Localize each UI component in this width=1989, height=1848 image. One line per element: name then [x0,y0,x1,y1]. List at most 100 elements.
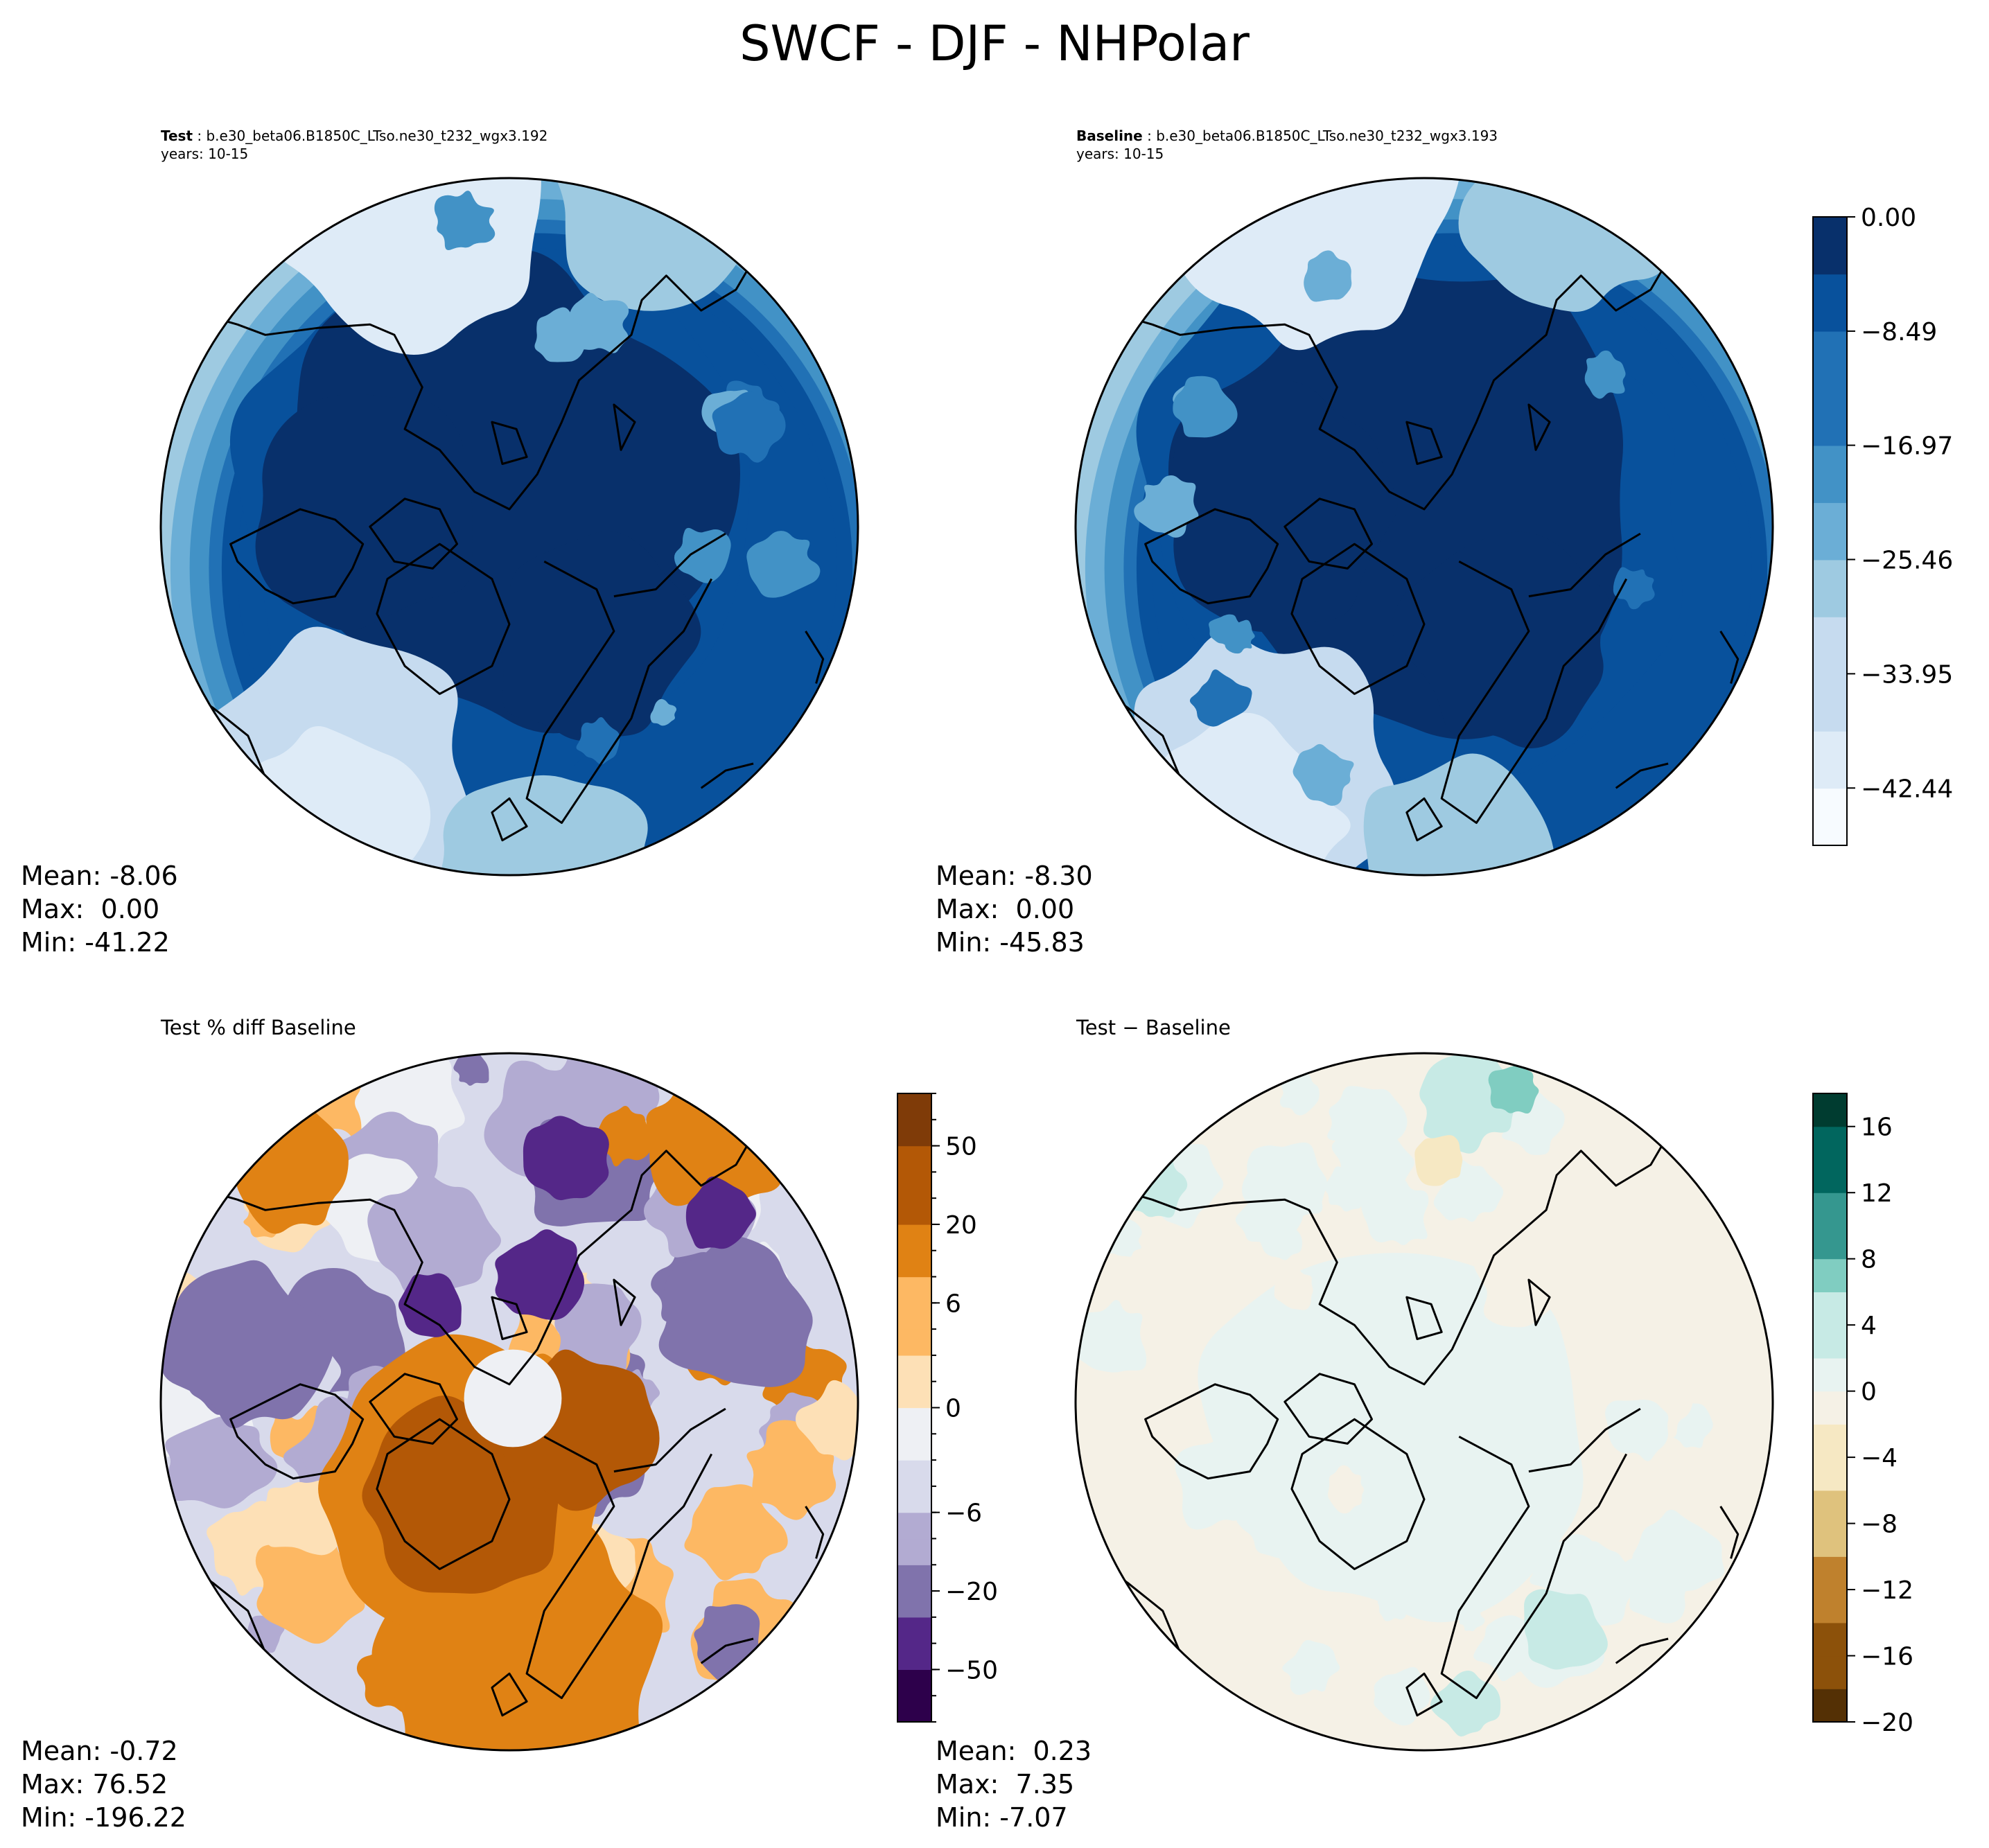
diff-colorbar-segment [1813,1490,1847,1524]
baseline-colorbar-segment [1813,217,1847,275]
baseline-colorbar-tick-label: −25.46 [1861,546,1953,574]
diff-patch [1530,1533,1599,1600]
pctdiff-patch [595,1106,654,1167]
baseline-colorbar-segment [1813,731,1847,789]
pctdiff-colorbar-segment [897,1276,931,1303]
coastline-outline [1290,543,1426,695]
pctdiff-colorbar-segment [897,1486,931,1513]
diff-panel-title: Test − Baseline [1076,1016,1231,1039]
diff-colorbar-segment [1813,1457,1847,1491]
diff-patch [1235,1188,1304,1251]
diff-min: Min: -7.07 [936,1802,1068,1833]
diff-colorbar: 16 12 8 4 0 −4 −8 −12 −16 −20 [1812,1093,1913,1737]
coastline-outline [369,1373,458,1445]
coastline-outline [525,1435,713,1700]
pctdiff-colorbar-segment [897,1303,931,1330]
test-circular-map-boundary [159,177,859,877]
baseline-colorbar-tick-label: 0.00 [1861,204,1916,232]
diff-colorbar-tick-label: −4 [1861,1444,1898,1472]
coastline-outline [1283,1373,1373,1445]
test-map [161,178,858,875]
pctdiff-panel-title: Test % diff Baseline [161,1016,356,1039]
figure-title: SWCF - DJF - NHPolar [739,15,1250,72]
baseline-colorbar-segment [1813,274,1847,332]
baseline-colorbar-segment [1813,331,1847,389]
pctdiff-colorbar-segment [897,1198,931,1225]
diff-mean: Mean: 0.23 [936,1736,1092,1766]
coastline-outline [1405,1296,1443,1340]
diff-colorbar-segment [1813,1225,1847,1260]
baseline-colorbar-frame [1812,216,1848,846]
diff-patch [1605,1400,1669,1461]
baseline-min: Min: -45.83 [936,927,1085,958]
diff-colorbar-segment [1813,1193,1847,1226]
diff-colorbar-tick-label: −16 [1861,1643,1913,1671]
coastline-outline [1527,1278,1551,1326]
pctdiff-colorbar: 50 20 6 0 −6 −20 −50 [897,1093,998,1723]
pctdiff-colorbar-segment [897,1172,931,1199]
pctdiff-colorbar-tick-label: −50 [945,1656,998,1684]
coastline-outline [491,421,528,465]
diff-colorbar-tick-label: 8 [1861,1246,1877,1274]
pctdiff-patch [453,1053,489,1086]
test-case-name: : b.e30_beta06.B1850C_LTso.ne30_t232_wgx… [193,127,548,144]
pctdiff-colorbar-tick-label: −20 [945,1578,998,1606]
baseline-colorbar-tick-label: −8.49 [1861,318,1937,346]
test-label: Test [161,127,193,144]
pctdiff-polar-void [464,1349,562,1447]
baseline-patch [1304,250,1352,302]
coastline-outline [1719,631,1740,684]
pctdiff-colorbar-segment [897,1512,931,1540]
baseline-north-light [1166,178,1462,351]
pctdiff-arctic-cool-2 [398,1273,462,1337]
pctdiff-colorbar-segment [897,1381,931,1409]
test-patch [712,391,786,463]
diff-colorbar-segment [1813,1590,1847,1623]
baseline-colorbar-segment [1813,559,1847,617]
pctdiff-east-cool [658,1235,813,1387]
diff-patch [1279,1073,1320,1116]
test-patch [650,698,677,726]
pctdiff-colorbar-tick-label: 20 [945,1211,977,1240]
diff-patch [1377,1594,1406,1621]
pctdiff-colorbar-tick-label: −6 [945,1499,982,1528]
coastline-outline [1440,1435,1628,1700]
baseline-patch [1293,743,1354,806]
baseline-case-name: : b.e30_beta06.B1850C_LTso.ne30_t232_wgx… [1142,127,1498,144]
test-stats: Mean: -8.06 Max: 0.00 Min: -41.22 [21,859,178,959]
diff-patch [1158,1593,1208,1637]
pctdiff-north-cool [523,1116,609,1201]
pctdiff-colorbar-segment [897,1696,931,1723]
baseline-years: years: 10-15 [1076,146,1164,162]
baseline-circular-map-boundary [1074,177,1774,877]
test-mean: Mean: -8.06 [21,861,178,891]
pctdiff-colorbar-segment [897,1565,931,1592]
pctdiff-stats: Mean: -0.72 Max: 76.52 Min: -196.22 [21,1734,186,1834]
test-patch [434,191,496,251]
diff-colorbar-segment [1813,1689,1847,1723]
pctdiff-min: Min: -196.22 [21,1802,186,1833]
diff-patch [1619,1542,1690,1623]
baseline-colorbar-segment [1813,445,1847,503]
pctdiff-patch [684,1484,788,1581]
coastline-outline [376,543,511,695]
diff-colorbar-segment [1813,1357,1847,1392]
coastline-outline [491,1672,528,1717]
pctdiff-colorbar-segment [897,1591,931,1618]
baseline-colorbar-segment [1813,388,1847,446]
diff-colorbar-segment [1813,1093,1847,1127]
baseline-patch [1613,567,1655,610]
diff-south-teal [1524,1589,1608,1670]
diff-colorbar-segment [1813,1523,1847,1557]
diff-colorbar-segment [1813,1424,1847,1458]
baseline-patch [1173,376,1238,438]
diff-colorbar-tick-label: 12 [1861,1179,1893,1208]
diff-patch [1327,1465,1364,1514]
pctdiff-colorbar-segment [897,1329,931,1356]
coastline-outline [1283,498,1373,570]
diff-colorbar-segment [1813,1556,1847,1590]
diff-colorbar-tick-label: 4 [1861,1312,1877,1340]
pctdiff-map [161,1053,858,1750]
baseline-colorbar-segment [1813,617,1847,675]
test-canada-core [255,394,473,631]
